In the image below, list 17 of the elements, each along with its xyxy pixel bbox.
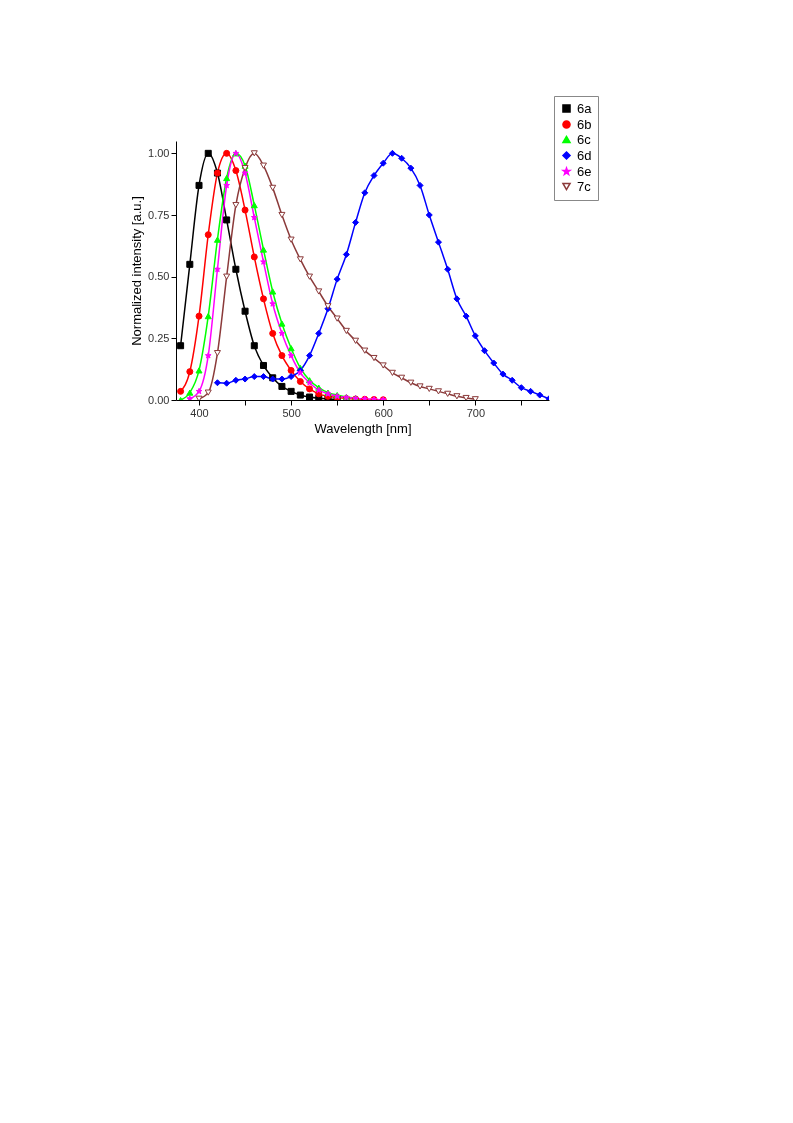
x-tick-label: 600 [374, 406, 393, 419]
y-tick-label: 0.00 [148, 393, 170, 406]
y-tick-label: 0.25 [148, 331, 170, 344]
y-tick-label: 1.00 [148, 146, 170, 159]
x-tick-label: 700 [466, 406, 485, 419]
legend-label: 6c [577, 131, 592, 147]
legend-label: 6b [577, 116, 592, 132]
y-tick-label: 0.50 [148, 270, 170, 283]
legend-label: 7c [577, 178, 592, 194]
legend-label: 6d [577, 147, 592, 163]
x-tick-label: 400 [190, 406, 209, 419]
legend-label: 6a [577, 100, 593, 116]
legend-label: 6e [577, 163, 592, 179]
y-axis-title: Normalized intensity [a.u.] [129, 196, 145, 346]
x-axis-title: Wavelength [nm] [314, 420, 412, 436]
y-tick-label: 0.75 [148, 208, 170, 221]
x-tick-label: 500 [282, 406, 301, 419]
